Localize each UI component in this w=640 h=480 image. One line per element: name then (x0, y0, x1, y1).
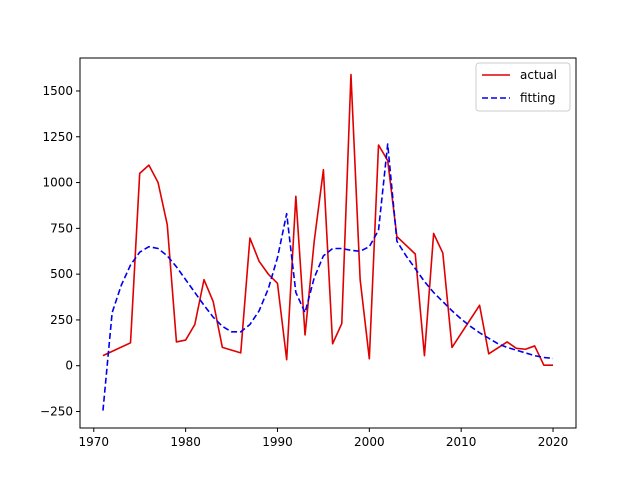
legend-label-actual: actual (520, 68, 557, 82)
y-tick-label: 250 (50, 313, 73, 327)
series-layer (102, 73, 554, 411)
y-tick-label: 500 (50, 267, 73, 281)
series-line-fitting (102, 143, 554, 411)
y-tick-label: 0 (65, 359, 73, 373)
x-tick-label: 2020 (538, 435, 569, 449)
y-axis: −250 0 250 500 750 1000 1250 1500 (40, 84, 80, 419)
x-axis: 1970 1980 1990 2000 2010 2020 (79, 428, 569, 449)
x-tick-label: 1970 (79, 435, 110, 449)
x-tick-label: 2000 (354, 435, 385, 449)
legend-label-fitting: fitting (520, 91, 556, 105)
plot-frame (79, 57, 577, 429)
x-tick-label: 1980 (170, 435, 201, 449)
x-tick-label: 2010 (446, 435, 477, 449)
x-tick-label: 1990 (262, 435, 293, 449)
y-tick-label: −250 (40, 405, 73, 419)
series-line-actual (102, 73, 554, 366)
legend: actual fitting (475, 62, 571, 112)
y-tick-label: 1250 (42, 130, 73, 144)
y-tick-label: 1500 (42, 84, 73, 98)
y-tick-label: 1000 (42, 176, 73, 190)
y-tick-label: 750 (50, 221, 73, 235)
